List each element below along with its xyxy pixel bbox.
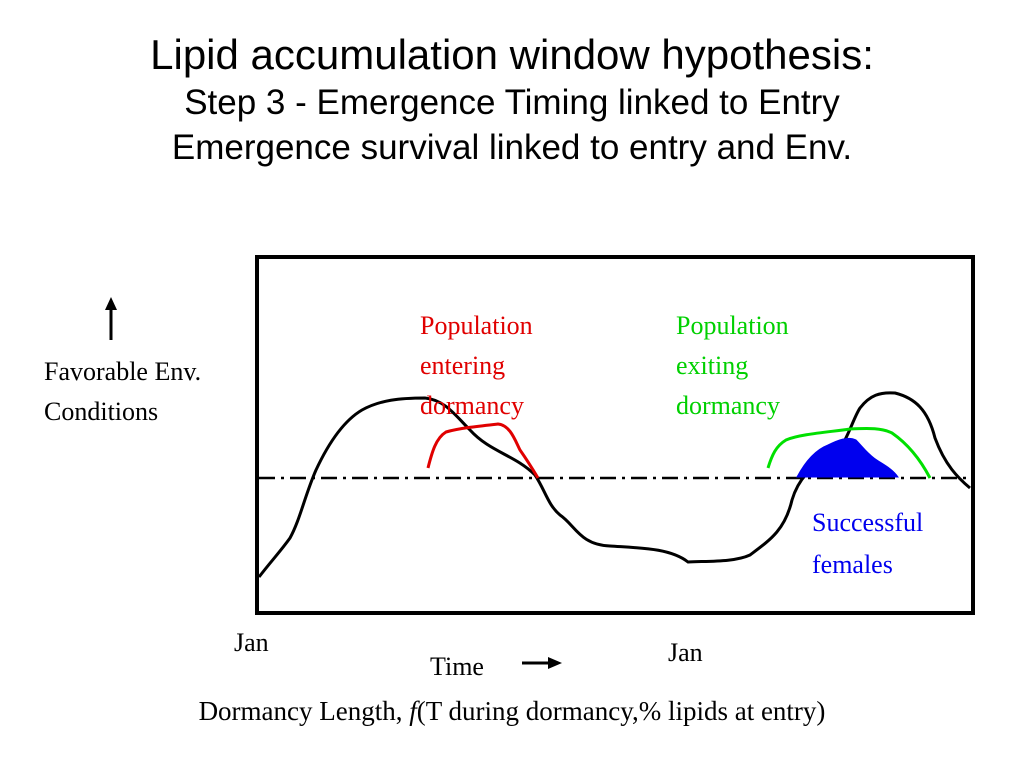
successful-females-label: Successful females [812, 502, 923, 586]
exiting-label-line-1: Population [676, 311, 789, 340]
plot-frame [255, 255, 975, 615]
exiting-dormancy-curve [766, 427, 932, 479]
caption-function: f [409, 696, 417, 726]
exiting-label-line-3: dormancy [676, 391, 780, 420]
environment-curve [257, 391, 971, 578]
x-tick-jan-left: Jan [234, 628, 269, 657]
successful-females-area [796, 437, 899, 478]
caption-suffix: (T during dormancy,% lipids at entry) [416, 696, 826, 726]
x-axis-label: Time [430, 652, 484, 681]
subtitle-line-1: Step 3 - Emergence Timing linked to Entr… [184, 83, 840, 122]
successful-label-line-1: Successful [812, 508, 924, 537]
entering-dormancy-label: Population entering dormancy [420, 306, 533, 426]
exiting-dormancy-label: Population exiting dormancy [676, 306, 789, 426]
entering-label-line-1: Population [420, 311, 533, 340]
y-axis-label-line-1: Favorable Env. [44, 357, 202, 386]
entering-dormancy-curve [426, 422, 540, 479]
subtitle-line-2: Emergence survival linked to entry and E… [171, 128, 853, 167]
x-tick-jan-right: Jan [668, 638, 703, 667]
time-arrow-icon [522, 657, 562, 669]
page-title: Lipid accumulation window hypothesis: [150, 31, 874, 78]
title-block: Lipid accumulation window hypothesis: St… [0, 30, 1024, 170]
exiting-label-line-2: exiting [676, 351, 749, 380]
caption-prefix: Dormancy Length, [198, 696, 410, 726]
entering-label-line-2: entering [420, 351, 506, 380]
successful-label-line-2: females [812, 550, 893, 579]
y-axis-arrow-icon [105, 297, 117, 340]
y-axis-label: Favorable Env. Conditions [44, 352, 201, 432]
dormancy-length-caption: Dormancy Length, f(T during dormancy,% l… [0, 694, 1024, 728]
y-axis-label-line-2: Conditions [44, 397, 159, 426]
entering-label-line-3: dormancy [420, 391, 524, 420]
